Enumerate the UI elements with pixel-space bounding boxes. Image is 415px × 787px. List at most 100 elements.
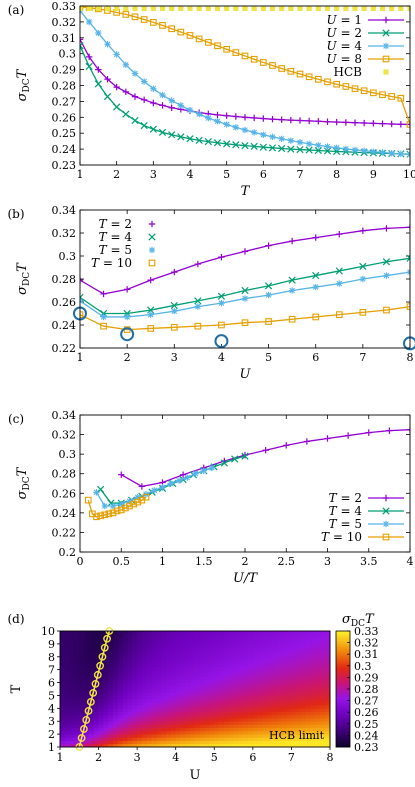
heatmap-cell <box>146 685 153 690</box>
heatmap-cell <box>122 656 128 661</box>
heatmap-cell <box>117 698 124 703</box>
heatmap-cell <box>262 647 268 651</box>
heatmap-cell <box>219 698 225 703</box>
heatmap-cell <box>262 708 268 712</box>
data-point <box>149 19 157 26</box>
heatmap-cell <box>320 705 326 709</box>
heatmap-cell <box>161 721 167 725</box>
heatmap-cell <box>166 640 172 645</box>
heatmap-cell <box>137 737 143 741</box>
heatmap-cell <box>170 656 177 661</box>
heatmap-cell <box>315 672 321 677</box>
heatmap-cell <box>286 676 292 680</box>
heatmap-cell <box>88 734 95 738</box>
data-point <box>303 438 311 445</box>
data-point <box>260 6 266 11</box>
heatmap-cell <box>272 669 278 674</box>
heatmap-cell <box>320 730 326 735</box>
heatmap-cell <box>127 695 133 700</box>
heatmap-cell <box>325 708 331 712</box>
heatmap-cell <box>60 695 66 700</box>
heatmap-cell <box>272 685 278 690</box>
heatmap-cell <box>252 721 259 725</box>
heatmap-cell <box>305 689 312 693</box>
heatmap-cell <box>60 676 66 680</box>
colorbar-segment <box>336 673 350 676</box>
heatmap-cell <box>209 718 215 722</box>
heatmap-cell <box>267 672 273 677</box>
legend-marker <box>382 42 390 50</box>
heatmap-cell <box>146 689 153 693</box>
heatmap-cell <box>252 682 259 687</box>
heatmap-cell <box>243 643 249 648</box>
x-tick-label: 6 <box>260 168 267 181</box>
heatmap-cell <box>88 676 95 680</box>
heatmap-cell <box>93 650 99 654</box>
heatmap-cell <box>214 737 220 741</box>
heatmap-cell <box>238 637 244 642</box>
heatmap-cell <box>214 721 220 725</box>
heatmap-cell <box>98 634 104 638</box>
y-tick-label: 0.3 <box>59 250 77 263</box>
heatmap-cell <box>291 643 297 648</box>
heatmap-cell <box>132 734 138 738</box>
heatmap-cell <box>228 734 234 738</box>
heatmap-cell <box>320 676 326 680</box>
data-point <box>218 299 225 307</box>
heatmap-cell <box>325 653 331 658</box>
heatmap-cell <box>84 634 90 638</box>
heatmap-cell <box>88 660 95 664</box>
heatmap-cell <box>305 634 312 638</box>
heatmap-cell <box>79 698 85 703</box>
heatmap-cell <box>146 698 153 703</box>
data-point <box>159 102 166 109</box>
heatmap-cell <box>108 685 114 690</box>
heatmap-cell <box>88 672 95 677</box>
y-tick-label: 0.29 <box>52 64 77 77</box>
heatmap-cell <box>204 698 210 703</box>
heatmap-cell <box>199 653 206 658</box>
heatmap-cell <box>117 727 124 732</box>
heatmap-cell <box>93 672 99 677</box>
heatmap-cell <box>175 737 181 741</box>
data-point <box>168 25 176 33</box>
heatmap-cell <box>291 631 297 635</box>
y-tick-label: 7 <box>48 664 55 677</box>
data-point <box>184 474 191 481</box>
heatmap-cell <box>219 708 225 712</box>
data-point <box>398 6 404 11</box>
heatmap-cell <box>233 705 239 709</box>
heatmap-cell <box>286 631 292 635</box>
heatmap-cell <box>325 669 331 674</box>
heatmap-cell <box>161 679 167 683</box>
heatmap-cell <box>286 743 292 748</box>
data-point <box>95 66 102 73</box>
heatmap-cell <box>113 692 119 696</box>
data-point <box>370 6 376 11</box>
heatmap-cell <box>185 647 191 651</box>
heatmap-cell <box>132 727 138 732</box>
colorbar-segment <box>336 648 350 651</box>
heatmap-cell <box>286 650 292 654</box>
heatmap-cell <box>69 708 75 712</box>
heatmap-cell <box>137 631 143 635</box>
heatmap-cell <box>137 724 143 729</box>
heatmap-cell <box>315 656 321 661</box>
heatmap-cell <box>238 650 244 654</box>
heatmap-cell <box>301 698 307 703</box>
heatmap-cell <box>248 721 254 725</box>
heatmap-cell <box>151 650 157 654</box>
heatmap-cell <box>117 647 124 651</box>
heatmap-cell <box>305 740 312 745</box>
heatmap-cell <box>276 676 283 680</box>
y-tick-label: 0.26 <box>52 296 77 309</box>
data-point <box>126 497 133 505</box>
data-point <box>93 489 100 496</box>
heatmap-cell <box>214 643 220 648</box>
heatmap-cell <box>320 634 326 638</box>
heatmap-cell <box>281 672 288 677</box>
heatmap-cell <box>64 711 71 716</box>
heatmap-cell <box>209 711 215 716</box>
heatmap-cell <box>170 672 177 677</box>
heatmap-cell <box>113 724 119 729</box>
